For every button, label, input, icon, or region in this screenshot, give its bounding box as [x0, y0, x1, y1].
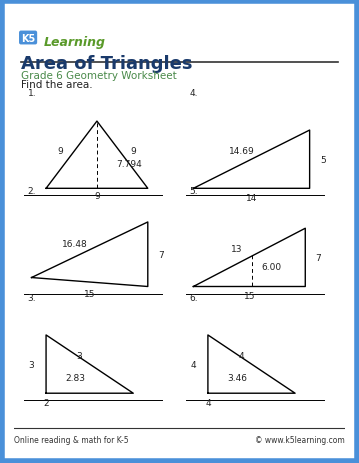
Text: 3: 3: [76, 351, 82, 360]
Text: 5.: 5.: [190, 187, 198, 196]
Text: 14.69: 14.69: [228, 147, 254, 156]
Text: Online reading & math for K-5: Online reading & math for K-5: [14, 435, 129, 444]
Text: 9: 9: [58, 147, 64, 156]
Text: 6.00: 6.00: [262, 263, 282, 272]
Text: 4: 4: [191, 360, 196, 369]
Text: 4.: 4.: [190, 89, 198, 98]
Text: 13: 13: [231, 245, 243, 254]
Text: 2: 2: [43, 398, 49, 407]
Text: 14: 14: [246, 194, 257, 202]
Text: Area of Triangles: Area of Triangles: [21, 55, 192, 73]
Text: Find the area.: Find the area.: [21, 80, 93, 90]
Text: 3.: 3.: [28, 293, 36, 302]
Text: 16.48: 16.48: [62, 239, 88, 249]
Text: 15: 15: [84, 289, 95, 299]
Text: © www.k5learning.com: © www.k5learning.com: [255, 435, 345, 444]
Text: Learning: Learning: [44, 37, 106, 50]
Text: 5: 5: [320, 156, 326, 165]
Text: 4: 4: [205, 398, 211, 407]
Text: 1.: 1.: [28, 89, 36, 98]
Text: K5: K5: [21, 33, 35, 44]
Text: Grade 6 Geometry Worksheet: Grade 6 Geometry Worksheet: [21, 70, 177, 81]
Text: 9: 9: [94, 192, 100, 200]
Text: 6.: 6.: [190, 293, 198, 302]
Text: 2.83: 2.83: [65, 373, 85, 382]
Text: 15: 15: [244, 291, 256, 300]
Text: 3: 3: [29, 360, 34, 369]
Text: 7: 7: [316, 254, 321, 263]
Text: 3.46: 3.46: [227, 373, 247, 382]
Text: 4: 4: [238, 351, 244, 360]
Text: 7.794: 7.794: [116, 159, 141, 169]
Text: 7: 7: [158, 250, 164, 259]
Text: 9: 9: [130, 147, 136, 156]
Text: 2.: 2.: [28, 187, 36, 196]
